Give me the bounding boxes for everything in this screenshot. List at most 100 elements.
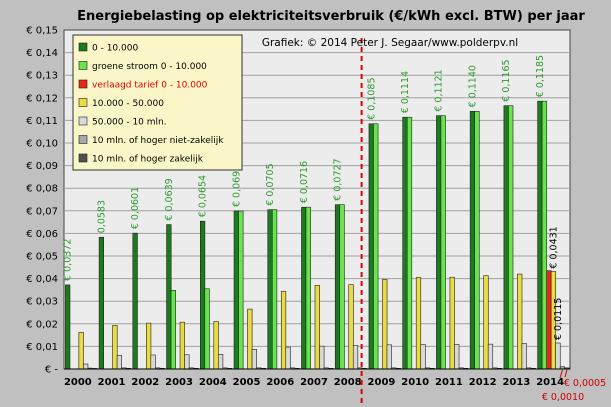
data-label: € 0,0654 (198, 175, 209, 217)
y-tick-label: € 0,12 (26, 93, 58, 104)
legend-box (72, 34, 243, 171)
bar (386, 344, 392, 370)
chart-title: Energiebelasting op elektriciteitsverbru… (77, 9, 585, 24)
data-label: € 0,0705 (265, 163, 276, 205)
bar (204, 288, 210, 370)
data-label: € 0,0005 (564, 378, 606, 389)
legend-swatch (78, 42, 88, 52)
y-tick-label: € - (45, 365, 59, 376)
bar (314, 285, 320, 370)
bar (301, 206, 307, 370)
y-tick-label: € 0,08 (26, 184, 58, 195)
bar (487, 343, 494, 370)
bar (170, 290, 176, 370)
data-label: € 0,1085 (366, 77, 377, 119)
bar (541, 100, 548, 370)
legend-swatch (78, 135, 88, 144)
bar (454, 344, 460, 370)
legend-swatch (78, 116, 88, 126)
data-label: € 0,0431 (548, 226, 559, 268)
data-label: € 0,0372 (63, 239, 74, 281)
x-tick-label: 2009 (368, 377, 396, 388)
bar (132, 232, 138, 370)
data-label: € 0,1165 (501, 59, 512, 101)
bar (112, 325, 118, 370)
bar (517, 273, 523, 370)
data-label: € 0,0639 (164, 178, 175, 220)
y-tick-label: € 0,01 (26, 342, 58, 353)
legend-swatch (78, 79, 88, 89)
x-tick-label: 2006 (266, 377, 294, 388)
data-label: € 0,0716 (299, 161, 310, 203)
bar (368, 123, 374, 370)
x-tick-label: 2010 (401, 377, 429, 388)
y-tick-label: € 0,03 (26, 297, 58, 308)
x-tick-label: 2004 (199, 377, 227, 388)
y-tick-label: € 0,06 (26, 229, 58, 240)
bar (166, 224, 172, 370)
y-tick-label: € 0,10 (26, 139, 58, 150)
bar (348, 284, 354, 370)
bar (267, 209, 273, 370)
x-tick-label: 2014 (536, 377, 564, 388)
bar (469, 111, 476, 370)
legend-label: 50.000 - 10 mln. (92, 118, 167, 128)
legend-label: 0 - 10.000 (92, 44, 138, 54)
legend-label: 10 mln. of hoger zakelijk (92, 155, 204, 165)
data-label: € 0,1185 (535, 55, 546, 97)
bar (78, 332, 84, 370)
data-label: € 0,0115 (553, 298, 564, 340)
y-tick-label: € 0,04 (26, 274, 58, 285)
data-label: 0,0583 (96, 200, 107, 233)
data-label: € 0,0727 (333, 158, 344, 200)
bar (402, 116, 408, 370)
bar (382, 279, 388, 370)
x-tick-label: 2003 (165, 377, 193, 388)
callout-arrow (559, 369, 563, 379)
bar (436, 115, 442, 370)
bar (537, 100, 543, 370)
data-label: € 0,0010 (542, 392, 584, 403)
data-label: € 0,0601 (130, 187, 141, 229)
x-tick-label: 2012 (469, 377, 497, 388)
bar (503, 105, 509, 370)
bar (251, 349, 257, 370)
bar (319, 345, 325, 370)
bar (483, 275, 489, 370)
bar (352, 345, 359, 370)
y-tick-label: € 0,07 (26, 206, 58, 217)
x-tick-label: 2000 (64, 377, 92, 388)
legend-swatch (78, 61, 88, 70)
bar (420, 344, 426, 370)
bar (98, 236, 104, 370)
bar (339, 204, 345, 370)
legend: 0 - 10.000 groene stroom 0 - 10.000 verlaa… (72, 34, 243, 171)
bar (305, 206, 311, 370)
x-tick-label: 2013 (502, 377, 530, 388)
legend-swatch (78, 98, 88, 107)
bar (415, 277, 422, 370)
bar (200, 220, 206, 370)
x-tick-label: 2005 (233, 377, 261, 388)
x-tick-label: 2002 (131, 377, 159, 388)
bar (65, 284, 71, 370)
bar (440, 115, 446, 370)
data-label: € 0,1114 (400, 71, 411, 113)
bar (521, 343, 527, 370)
bar (213, 321, 219, 370)
x-tick-label: 2001 (98, 377, 126, 388)
x-tick-label: 2007 (300, 377, 328, 388)
legend-label: 10.000 - 50.000 (92, 99, 164, 109)
bar (83, 363, 89, 370)
data-label: € 0,1140 (467, 65, 478, 107)
bar (474, 111, 480, 370)
bar (280, 290, 287, 370)
bar (238, 210, 244, 370)
bar (247, 308, 253, 370)
bar (449, 276, 455, 370)
legend-label: groene stroom 0 - 10.000 (92, 62, 207, 72)
callout-arrow (564, 369, 568, 378)
y-tick-label: € 0,15 (26, 26, 58, 37)
data-label: € 0,1121 (434, 69, 445, 111)
